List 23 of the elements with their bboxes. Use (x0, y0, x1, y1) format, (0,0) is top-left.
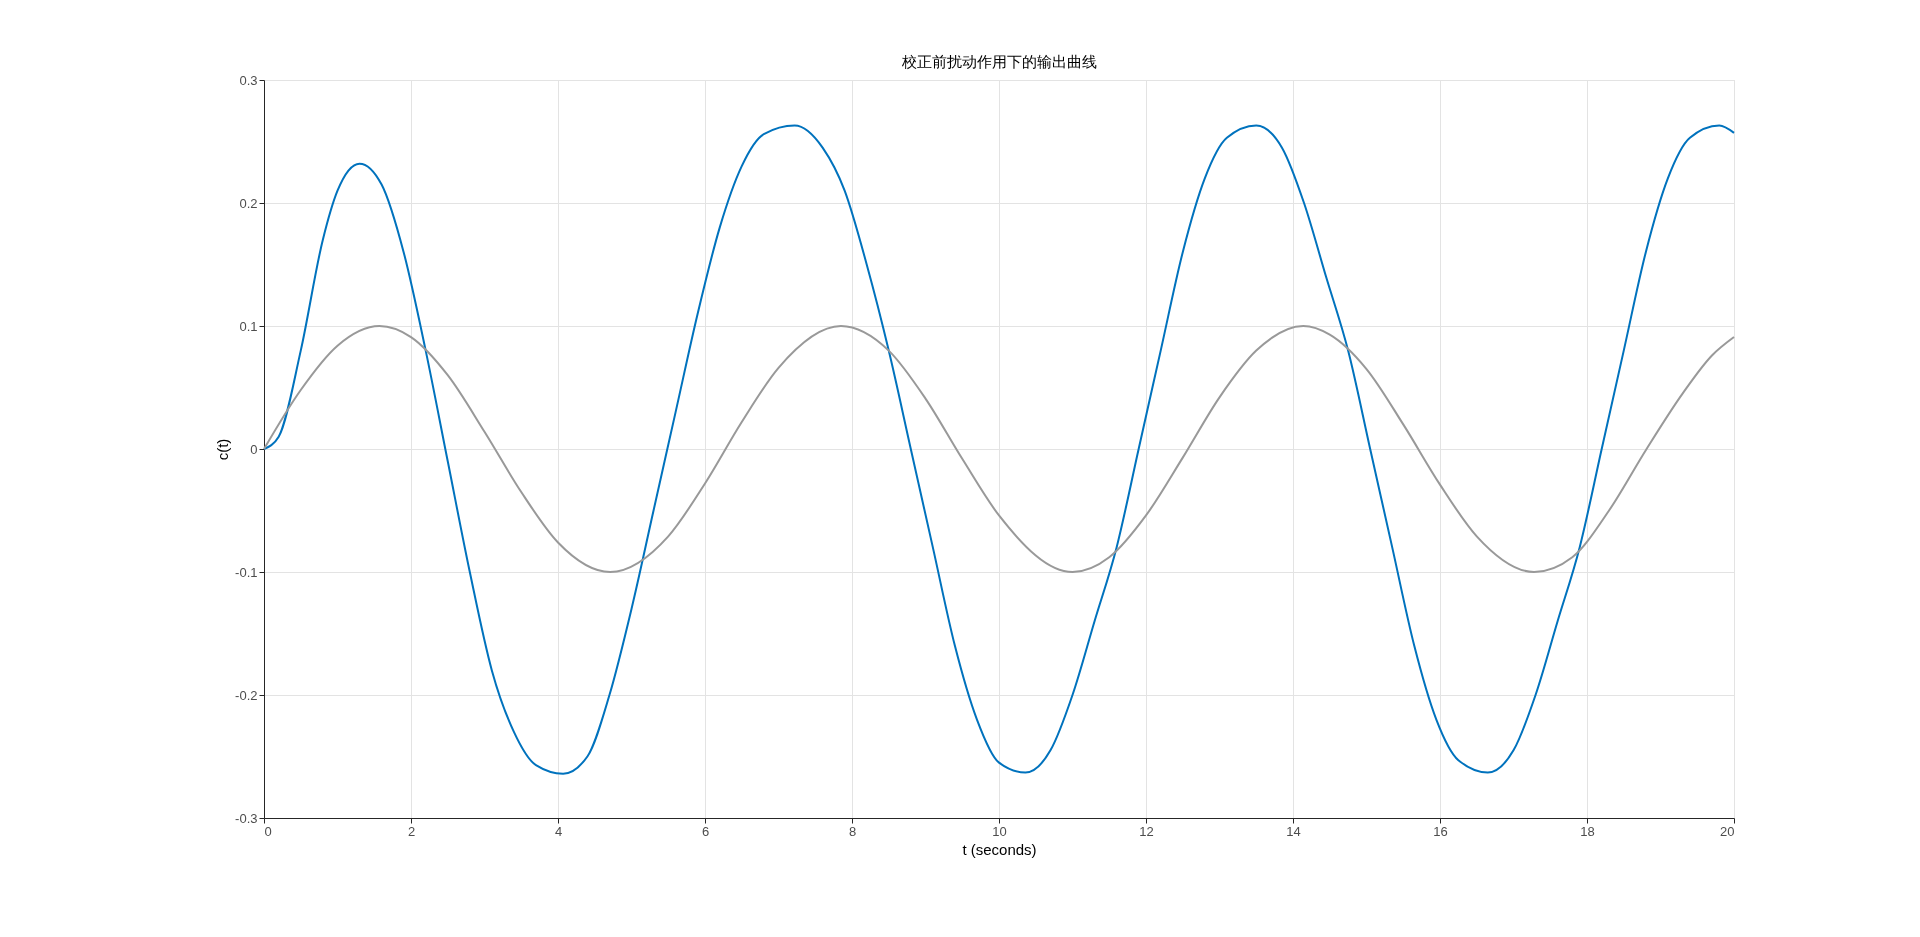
x-tick-label: 10 (992, 823, 1007, 839)
y-tick-label: 0 (250, 441, 258, 457)
y-axis-title: c(t) (214, 438, 232, 461)
y-tick-label: -0.3 (235, 810, 258, 826)
x-tick-label: 2 (407, 823, 416, 839)
x-tick-label: 12 (1139, 823, 1154, 839)
line-series (263, 325, 1735, 573)
y-tick-label: -0.1 (235, 564, 258, 580)
chart-title: 校正前扰动作用下的输出曲线 (900, 53, 1097, 71)
x-tick-label: 6 (701, 823, 710, 839)
x-axis-title: t (seconds) (962, 840, 1037, 858)
x-tick-label: 16 (1433, 823, 1448, 839)
x-tick-label: 20 (1720, 823, 1735, 839)
x-tick-label: 14 (1286, 823, 1301, 839)
line-series (263, 124, 1735, 775)
x-tick-label: 4 (554, 823, 563, 839)
y-tick-label: 0.1 (239, 318, 258, 334)
x-tick-label: 8 (848, 823, 857, 839)
y-tick-label: 0.2 (239, 195, 258, 211)
x-tick-label: 0 (264, 823, 272, 839)
x-tick-label: 18 (1580, 823, 1595, 839)
y-tick-label: -0.2 (235, 687, 258, 703)
y-tick-label: 0.3 (239, 72, 258, 88)
